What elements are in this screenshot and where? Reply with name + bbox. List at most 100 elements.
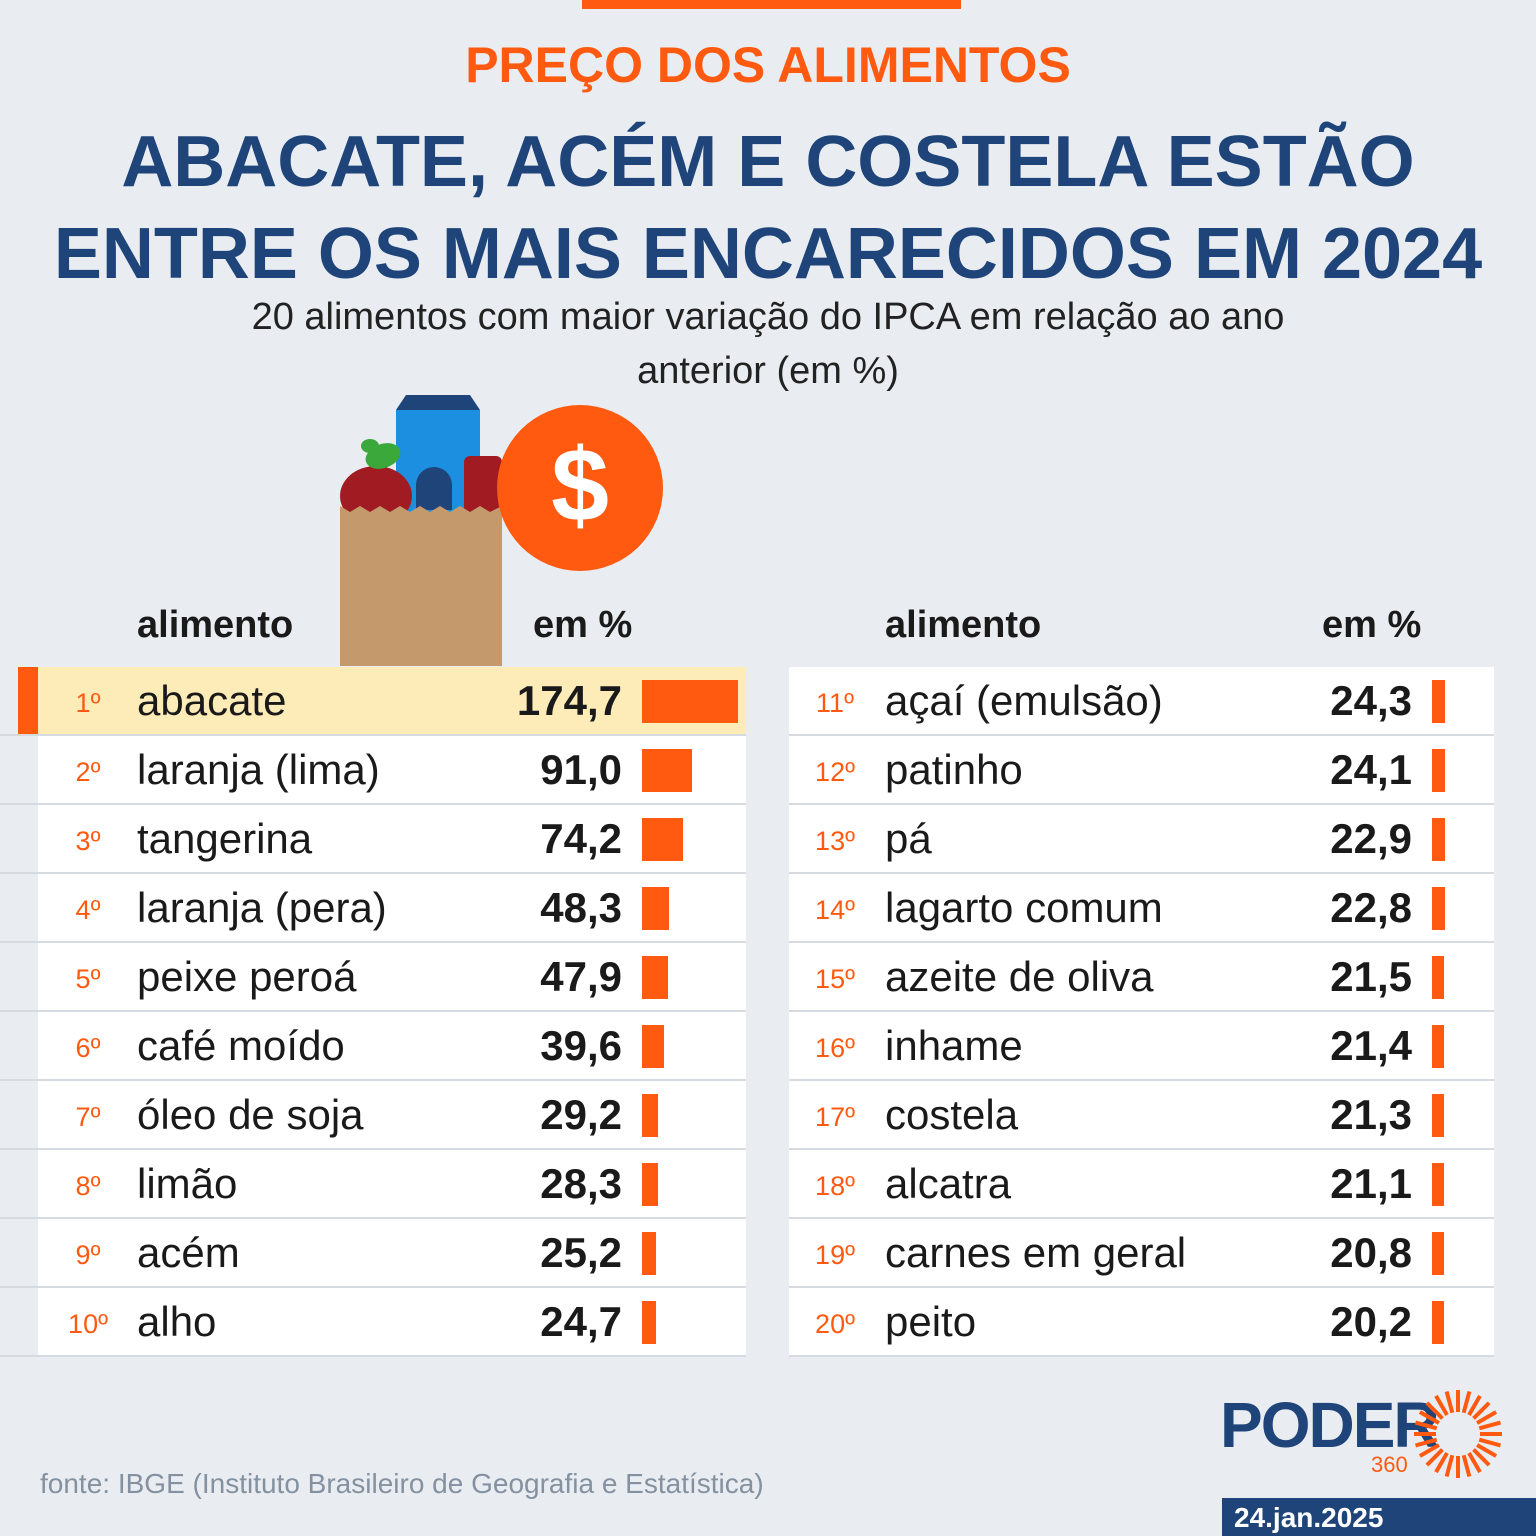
food-name: abacate (137, 677, 287, 724)
table-row: 7º óleo de soja 29,2 (38, 1081, 746, 1150)
table-row: 2º laranja (lima) 91,0 (38, 736, 746, 805)
value-bar (1432, 1163, 1444, 1206)
subtitle-line-1: 20 alimentos com maior variação do IPCA … (251, 296, 1285, 338)
value-label: 24,7 (540, 1298, 622, 1345)
rank-label: 13º (815, 826, 855, 856)
row-divider (0, 1079, 38, 1081)
rank-label: 5º (75, 964, 101, 994)
subtitle-line-2: anterior (em %) (637, 350, 899, 392)
rank-label: 7º (75, 1102, 101, 1132)
headline: ABACATE, ACÉM E COSTELA ESTÃO ENTRE OS M… (0, 116, 1536, 300)
subtitle: 20 alimentos com maior variação do IPCA … (100, 290, 1436, 398)
value-bar (1432, 749, 1445, 792)
dollar-coin-icon: $ (497, 405, 663, 571)
value-bar (1432, 887, 1445, 930)
logo-sub: 360 (1371, 1452, 1408, 1477)
headline-line-2: ENTRE OS MAIS ENCARECIDOS EM 2024 (53, 214, 1483, 294)
sun-ray (1414, 1437, 1438, 1448)
food-name: alho (137, 1298, 217, 1345)
value-bar (1432, 1301, 1444, 1344)
row-divider (0, 1217, 38, 1219)
rank-label: 15º (815, 964, 855, 994)
food-name: acém (137, 1229, 240, 1276)
table-row: 13º pá 22,9 (789, 805, 1494, 874)
value-label: 24,3 (1330, 677, 1412, 724)
row-divider (0, 1148, 38, 1150)
table-row: 14º lagarto comum 22,8 (789, 874, 1494, 943)
sun-ray (1418, 1443, 1440, 1458)
rank-label: 10º (68, 1309, 108, 1339)
sun-ray (1478, 1420, 1502, 1431)
value-label: 21,5 (1330, 953, 1412, 1000)
food-name: carnes em geral (885, 1229, 1187, 1276)
row-divider (0, 1355, 38, 1357)
sun-ray (1414, 1420, 1438, 1431)
food-name: óleo de soja (137, 1091, 364, 1138)
rank-label: 1º (75, 688, 101, 718)
top-accent-bar (582, 0, 961, 9)
value-label: 24,1 (1330, 746, 1412, 793)
row-divider (0, 1286, 38, 1288)
table-row: 18º alcatra 21,1 (789, 1150, 1494, 1219)
table-row: 5º peixe peroá 47,9 (38, 943, 746, 1012)
table-row: 12º patinho 24,1 (789, 736, 1494, 805)
table-row: 20º peito 20,2 (789, 1288, 1494, 1357)
sun-ray (1461, 1454, 1472, 1478)
row-divider (0, 941, 38, 943)
date-badge: 24.jan.2025 (1222, 1498, 1536, 1536)
highlight-accent (18, 667, 38, 736)
sun-ray (1418, 1410, 1440, 1425)
date: 24.jan.2025 (1234, 1502, 1384, 1533)
col-head-food-right: alimento (885, 604, 1042, 646)
value-label: 47,9 (540, 953, 622, 1000)
source-note: fonte: IBGE (Instituto Brasileiro de Geo… (40, 1468, 764, 1499)
table-row: 8º limão 28,3 (38, 1150, 746, 1219)
sun-ray (1478, 1437, 1502, 1448)
value-bar (642, 1025, 664, 1068)
value-label: 29,2 (540, 1091, 622, 1138)
food-name: peito (885, 1298, 977, 1345)
sun-ray (1476, 1443, 1498, 1458)
value-label: 21,3 (1330, 1091, 1412, 1138)
value-label: 25,2 (540, 1229, 622, 1276)
food-name: lagarto comum (885, 884, 1163, 931)
food-name: inhame (885, 1022, 1023, 1069)
value-label: 28,3 (540, 1160, 622, 1207)
col-head-pct-right: em % (1322, 604, 1422, 646)
rank-label: 18º (815, 1171, 855, 1201)
rank-label: 19º (815, 1240, 855, 1270)
table-row: 19º carnes em geral 20,8 (789, 1219, 1494, 1288)
value-label: 21,1 (1330, 1160, 1412, 1207)
value-bar (642, 749, 692, 792)
table-row: 15º azeite de oliva 21,5 (789, 943, 1494, 1012)
value-label: 20,2 (1330, 1298, 1412, 1345)
food-name: tangerina (137, 815, 313, 862)
value-bar (642, 818, 683, 861)
row-divider (0, 872, 38, 874)
value-bar (642, 1301, 656, 1344)
value-label: 22,8 (1330, 884, 1412, 931)
value-bar (642, 680, 738, 723)
rank-label: 2º (75, 757, 101, 787)
value-label: 74,2 (540, 815, 622, 862)
sun-ray (1444, 1390, 1455, 1414)
value-bar (1432, 1025, 1444, 1068)
value-label: 22,9 (1330, 815, 1412, 862)
food-name: azeite de oliva (885, 953, 1154, 1000)
rank-label: 17º (815, 1102, 855, 1132)
table-row: 10º alho 24,7 (38, 1288, 746, 1357)
value-label: 174,7 (516, 677, 622, 724)
value-bar (1432, 680, 1445, 723)
rank-label: 4º (75, 895, 101, 925)
table-row: 16º inhame 21,4 (789, 1012, 1494, 1081)
kicker: PREÇO DOS ALIMENTOS (465, 37, 1071, 93)
food-name: pá (885, 815, 932, 862)
rank-label: 20º (815, 1309, 855, 1339)
sun-logo-icon (1414, 1390, 1502, 1478)
sun-ray (1467, 1452, 1482, 1474)
food-name: açaí (emulsão) (885, 677, 1163, 724)
rank-label: 8º (75, 1171, 101, 1201)
rank-label: 14º (815, 895, 855, 925)
value-bar (1432, 1232, 1444, 1275)
table-row: 17º costela 21,3 (789, 1081, 1494, 1150)
